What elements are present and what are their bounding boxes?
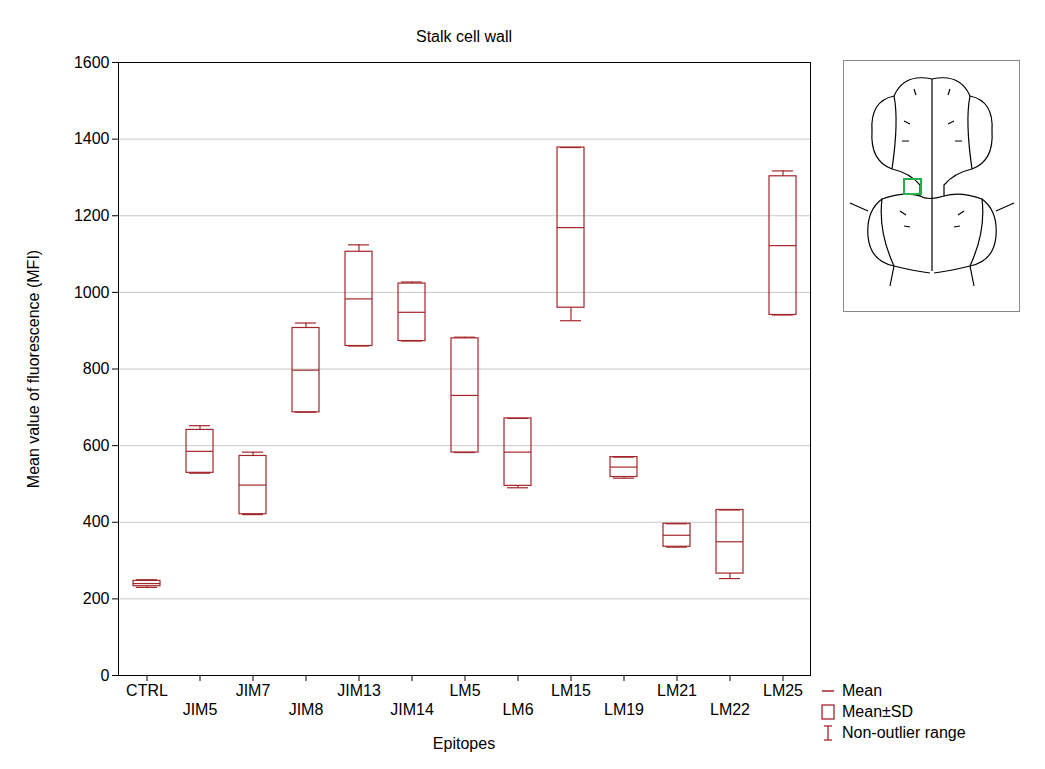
svg-text:CTRL: CTRL — [126, 682, 168, 699]
html-text:Non-outlier range: Non-outlier range — [842, 723, 966, 741]
svg-text:600: 600 — [83, 437, 110, 454]
svg-text:400: 400 — [83, 513, 110, 530]
html-text:Stalk cell wall: Stalk cell wall — [416, 28, 512, 45]
svg-text:1600: 1600 — [74, 54, 110, 71]
html-text:Epitopes: Epitopes — [432, 735, 496, 752]
svg-text:JIM5: JIM5 — [183, 701, 218, 718]
html-text:Mean±SD: Mean±SD — [842, 702, 913, 720]
html-text:Mean: Mean — [842, 681, 882, 699]
svg-text:LM5: LM5 — [449, 682, 480, 699]
svg-text:JIM13: JIM13 — [337, 682, 381, 699]
svg-text:1400: 1400 — [74, 130, 110, 147]
svg-text:LM6: LM6 — [502, 701, 533, 718]
svg-text:JIM14: JIM14 — [390, 701, 434, 718]
svg-text:200: 200 — [83, 590, 110, 607]
svg-text:LM22: LM22 — [710, 701, 750, 718]
svg-text:LM15: LM15 — [551, 682, 591, 699]
svg-text:LM21: LM21 — [657, 682, 697, 699]
svg-text:JIM8: JIM8 — [289, 701, 324, 718]
svg-text:800: 800 — [83, 360, 110, 377]
svg-text:LM19: LM19 — [604, 701, 644, 718]
svg-text:JIM7: JIM7 — [236, 682, 271, 699]
svg-text:0: 0 — [101, 667, 110, 684]
html-text:Mean value of fluorescence (MF: Mean value of fluorescence (MFI) — [25, 249, 42, 488]
svg-text:LM25: LM25 — [763, 682, 803, 699]
svg-text:1000: 1000 — [74, 283, 110, 300]
svg-text:1200: 1200 — [74, 207, 110, 224]
